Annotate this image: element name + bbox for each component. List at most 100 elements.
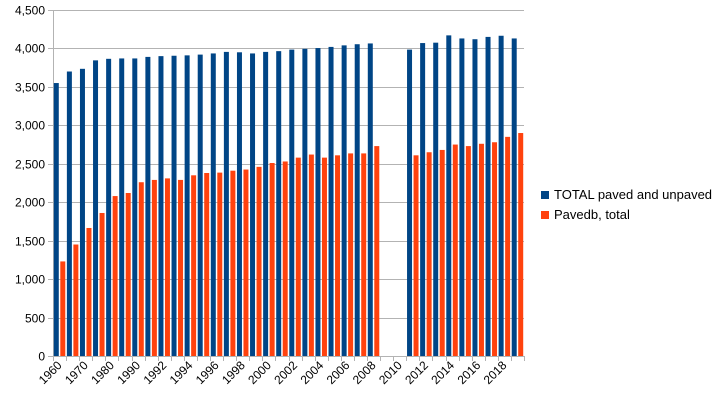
legend-swatch [541, 191, 549, 199]
x-tick-label: 2014 [428, 358, 457, 387]
bar-paved [151, 179, 157, 356]
y-tick-label: 2,000 [15, 196, 45, 210]
y-tick-label: 3,500 [15, 81, 45, 95]
bar-total [472, 39, 478, 356]
bar-paved [164, 178, 170, 356]
x-tick-label: 2012 [402, 358, 431, 387]
bar-total [197, 54, 203, 356]
bar-total [446, 35, 452, 357]
bar-total [223, 51, 229, 357]
y-tick-label: 0 [38, 350, 45, 364]
bar-paved [217, 172, 223, 356]
bar-paved [256, 166, 262, 356]
x-tick-label: 2016 [455, 358, 484, 387]
x-tick-label: 2000 [245, 358, 274, 387]
legend-label: Pavedb, total [554, 207, 630, 222]
bar-total [184, 55, 190, 357]
bar-paved [321, 157, 327, 356]
bar-paved [452, 144, 458, 356]
bar-paved [138, 182, 144, 356]
bar-paved [125, 193, 131, 356]
bar-total [433, 42, 439, 357]
bar-paved [243, 169, 249, 356]
bar-paved [505, 136, 511, 356]
x-tick-label: 2006 [324, 358, 353, 387]
bar-paved [348, 153, 354, 356]
x-tick-label: 2004 [298, 358, 327, 387]
x-tick-label: 2010 [376, 358, 405, 387]
bar-total [354, 44, 360, 356]
y-tick-label: 3,000 [15, 119, 45, 133]
y-tick-label: 500 [25, 312, 45, 326]
x-tick-label: 1990 [114, 358, 143, 387]
bar-total [93, 60, 99, 357]
bar-total [250, 53, 256, 356]
bar-total [106, 58, 112, 356]
y-tick-label: 2,500 [15, 158, 45, 172]
x-tick-label: 2018 [481, 358, 510, 387]
bar-total [79, 68, 85, 356]
y-tick-label: 4,000 [15, 42, 45, 56]
bar-total [171, 55, 177, 356]
bar-paved [335, 155, 341, 356]
bar-total [119, 58, 125, 356]
bar-total [53, 83, 59, 356]
bar-total [367, 43, 373, 356]
bar-paved [518, 133, 524, 356]
bar-paved [439, 149, 445, 356]
bar-paved [492, 142, 498, 356]
x-tick-label: 1980 [88, 358, 117, 387]
x-tick-label: 2002 [271, 358, 300, 387]
bar-total [145, 56, 151, 357]
bar-total [315, 48, 321, 357]
bar-total [302, 48, 308, 356]
bar-paved [282, 161, 288, 356]
bar-total [498, 35, 504, 356]
bar-paved [230, 170, 236, 356]
bar-total [263, 51, 269, 357]
bar-total [132, 58, 138, 356]
bar-paved [308, 154, 314, 356]
bar-total [210, 53, 216, 356]
x-tick-label: 1996 [193, 358, 222, 387]
bar-total [66, 71, 72, 356]
bar-total [459, 38, 465, 356]
x-tick-label: 1970 [62, 358, 91, 387]
bar-paved [374, 146, 380, 356]
bar-paved [426, 152, 432, 356]
y-tick-label: 1,000 [15, 273, 45, 287]
bar-total [511, 38, 517, 356]
bar-paved [112, 196, 118, 356]
bar-paved [191, 175, 197, 356]
bar-total [236, 52, 242, 356]
bar-paved [73, 244, 79, 356]
bar-paved [465, 146, 471, 356]
x-tick-label: 1992 [141, 358, 170, 387]
x-tick-label: 2008 [350, 358, 379, 387]
bar-total [485, 36, 491, 356]
bar-paved [295, 157, 301, 356]
bar-paved [478, 143, 484, 356]
bar-paved [86, 227, 92, 356]
bar-total [289, 49, 295, 356]
x-tick-label: 1998 [219, 358, 248, 387]
bar-paved [269, 163, 275, 356]
bar-paved [60, 261, 66, 356]
bar-total [420, 43, 426, 357]
bar-paved [413, 155, 419, 356]
bar-paved [361, 153, 367, 356]
x-tick-label: 1994 [167, 358, 196, 387]
y-tick-label: 1,500 [15, 235, 45, 249]
bar-total [407, 49, 413, 356]
legend-label: TOTAL paved and unpaved [554, 187, 712, 202]
bar-total [276, 51, 282, 356]
legend-swatch [541, 211, 549, 219]
y-tick-label: 4,500 [15, 4, 45, 18]
bar-paved [99, 212, 105, 356]
bar-paved [178, 179, 184, 356]
bar-total [341, 45, 347, 357]
bar-paved [204, 173, 210, 356]
bar-total [158, 56, 164, 356]
